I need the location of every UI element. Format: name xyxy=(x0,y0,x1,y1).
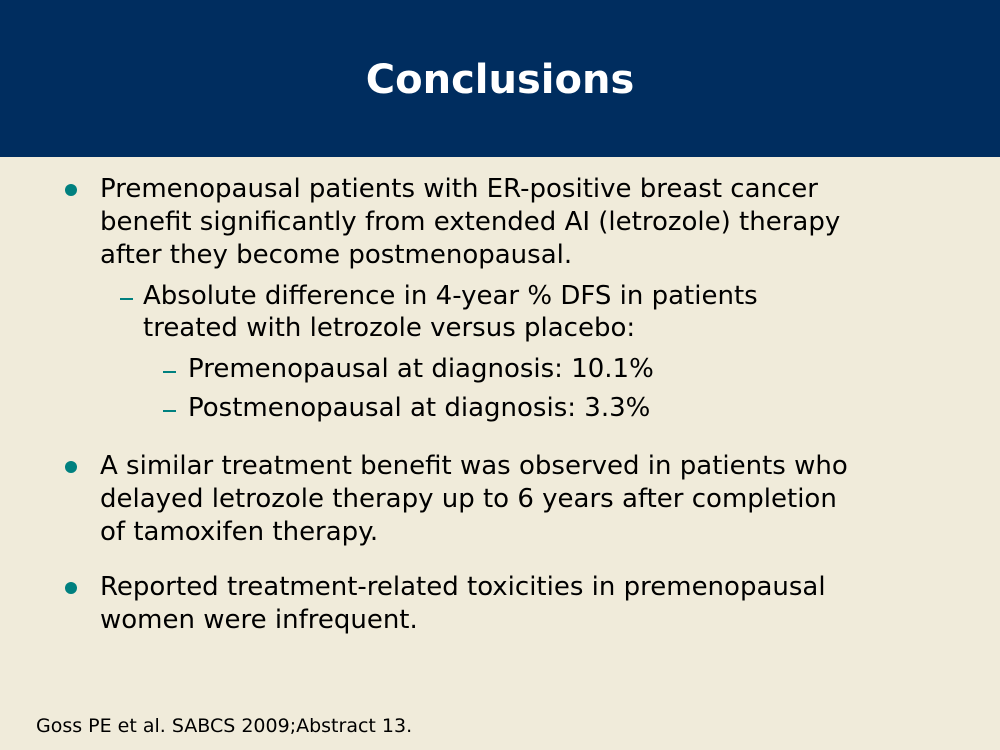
bullet-dot-icon xyxy=(65,184,77,196)
title-bar: Conclusions xyxy=(0,0,1000,157)
bullet-2-line-2: delayed letrozole therapy up to 6 years … xyxy=(100,484,837,514)
sub-sub-bullet-dash-icon xyxy=(163,371,176,373)
bullet-1-line-2: benefit significantly from extended AI (… xyxy=(100,207,841,237)
bullet-1-line-3: after they become postmenopausal. xyxy=(100,240,573,270)
sub-sub-bullet-dash-icon xyxy=(163,410,176,412)
bullet-dot-icon xyxy=(65,461,77,473)
bullet-dot-icon xyxy=(65,582,77,594)
bullet-3-line-1: Reported treatment-related toxicities in… xyxy=(100,572,826,602)
bullet-2-line-1: A similar treatment benefit was observed… xyxy=(100,451,848,481)
bullet-1-line-1: Premenopausal patients with ER-positive … xyxy=(100,174,818,204)
sub-sub-bullet-premenopausal: Premenopausal at diagnosis: 10.1% xyxy=(188,354,654,384)
sub-bullet-line-1: Absolute difference in 4-year % DFS in p… xyxy=(143,281,758,311)
bullet-3-line-2: women were infrequent. xyxy=(100,605,418,635)
slide-title: Conclusions xyxy=(365,57,635,103)
sub-bullet-dash-icon xyxy=(120,298,133,300)
sub-bullet-line-2: treated with letrozole versus placebo: xyxy=(143,313,636,343)
citation-footer: Goss PE et al. SABCS 2009;Abstract 13. xyxy=(36,715,413,737)
sub-sub-bullet-postmenopausal: Postmenopausal at diagnosis: 3.3% xyxy=(188,393,651,423)
bullet-2-line-3: of tamoxifen therapy. xyxy=(100,517,379,547)
